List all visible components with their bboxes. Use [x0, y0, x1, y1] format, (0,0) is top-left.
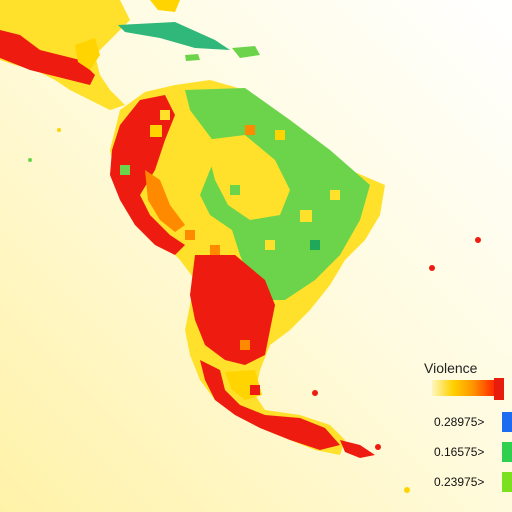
patagonia-red	[200, 360, 340, 450]
legend-entry-label: 0.23975>	[434, 475, 485, 489]
legend: Violence 0.28975> 0.16575> 0.23975>	[420, 360, 512, 500]
yucatan	[75, 38, 100, 70]
legend-entry-label: 0.16575>	[434, 445, 485, 459]
legend-title: Violence	[424, 360, 478, 376]
argentina-red	[190, 255, 275, 365]
bahamas	[150, 0, 180, 12]
legend-entry-swatch	[502, 412, 512, 432]
central-america-hotspot	[0, 30, 95, 85]
legend-entry: 0.16575>	[434, 442, 512, 462]
legend-entry: 0.28975>	[434, 412, 512, 432]
southern-islands	[340, 440, 375, 458]
legend-entry-label: 0.28975>	[434, 415, 485, 429]
legend-entry-swatch	[502, 442, 512, 462]
amazon-core	[205, 135, 290, 220]
grid-cells	[120, 110, 360, 395]
legend-entry: 0.23975>	[434, 472, 512, 492]
hispaniola	[232, 46, 260, 58]
legend-ramp-end	[494, 378, 504, 400]
outlier-points	[28, 128, 481, 493]
andes-orange	[145, 170, 185, 232]
jamaica	[185, 54, 200, 61]
legend-color-ramp	[432, 380, 494, 396]
cuba	[118, 22, 230, 50]
legend-entry-swatch	[502, 472, 512, 492]
central-america-region	[0, 0, 130, 110]
